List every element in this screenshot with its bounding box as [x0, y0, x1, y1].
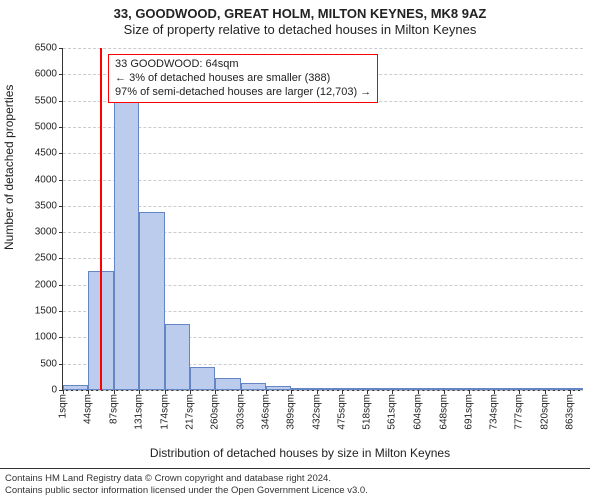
histogram-bar	[545, 388, 570, 390]
x-tick-label: 561sqm	[387, 394, 398, 430]
x-tick-label: 303sqm	[235, 394, 246, 430]
histogram-bar	[367, 388, 392, 390]
y-tick-label: 5000	[35, 121, 57, 132]
x-tick-label: 777sqm	[514, 394, 525, 430]
gridline	[63, 153, 583, 154]
histogram-bar	[469, 388, 494, 390]
histogram-bar	[342, 388, 367, 390]
y-tick-mark	[59, 337, 63, 338]
x-tick-label: 820sqm	[539, 394, 550, 430]
chart-container: 33, GOODWOOD, GREAT HOLM, MILTON KEYNES,…	[0, 0, 600, 500]
gridline	[63, 48, 583, 49]
footer-line-2: Contains public sector information licen…	[5, 485, 585, 497]
histogram-bar	[190, 367, 215, 390]
x-tick-label: 260sqm	[210, 394, 221, 430]
y-tick-mark	[59, 180, 63, 181]
y-tick-mark	[59, 74, 63, 75]
x-tick-label: 691sqm	[463, 394, 474, 430]
y-tick-label: 3000	[35, 227, 57, 238]
y-tick-label: 5500	[35, 95, 57, 106]
x-tick-label: 87sqm	[108, 394, 119, 424]
y-tick-mark	[59, 101, 63, 102]
x-axis-label: Distribution of detached houses by size …	[0, 446, 600, 460]
y-tick-label: 0	[51, 385, 57, 396]
histogram-bar	[291, 388, 316, 390]
gridline	[63, 390, 583, 391]
gridline	[63, 127, 583, 128]
y-tick-label: 1000	[35, 332, 57, 343]
histogram-bar	[63, 385, 88, 390]
x-tick-label: 346sqm	[260, 394, 271, 430]
x-tick-label: 1sqm	[58, 394, 69, 418]
histogram-bar	[139, 212, 164, 390]
x-tick-label: 432sqm	[311, 394, 322, 430]
callout-line: 33 GOODWOOD: 64sqm	[115, 58, 371, 72]
x-tick-label: 734sqm	[489, 394, 500, 430]
y-tick-mark	[59, 206, 63, 207]
y-tick-label: 1500	[35, 306, 57, 317]
y-tick-mark	[59, 311, 63, 312]
histogram-bar	[494, 388, 519, 390]
x-tick-label: 604sqm	[412, 394, 423, 430]
y-tick-mark	[59, 48, 63, 49]
x-tick-label: 44sqm	[83, 394, 94, 424]
histogram-bar	[392, 388, 417, 390]
histogram-bar	[241, 383, 266, 390]
y-axis-label: Number of detached properties	[2, 85, 16, 250]
histogram-bar	[215, 378, 240, 390]
gridline	[63, 206, 583, 207]
x-tick-label: 475sqm	[336, 394, 347, 430]
y-tick-mark	[59, 258, 63, 259]
x-tick-label: 648sqm	[438, 394, 449, 430]
x-tick-label: 174sqm	[159, 394, 170, 430]
y-tick-label: 500	[40, 358, 57, 369]
histogram-bar	[444, 388, 469, 390]
y-tick-mark	[59, 232, 63, 233]
histogram-bar	[418, 388, 444, 390]
y-tick-mark	[59, 127, 63, 128]
histogram-bar	[570, 388, 583, 390]
callout-line: ← 3% of detached houses are smaller (388…	[115, 72, 371, 86]
plot-area: 0500100015002000250030003500400045005000…	[62, 48, 583, 391]
x-tick-label: 863sqm	[565, 394, 576, 430]
footer-line-1: Contains HM Land Registry data © Crown c…	[5, 473, 585, 485]
y-tick-label: 2000	[35, 279, 57, 290]
callout-box: 33 GOODWOOD: 64sqm← 3% of detached house…	[108, 54, 378, 103]
histogram-bar	[519, 388, 544, 390]
y-tick-mark	[59, 364, 63, 365]
footer-attribution: Contains HM Land Registry data © Crown c…	[0, 468, 590, 500]
y-tick-label: 6000	[35, 69, 57, 80]
chart-title-subtitle: Size of property relative to detached ho…	[0, 22, 600, 37]
histogram-bar	[317, 388, 342, 390]
y-tick-label: 4000	[35, 174, 57, 185]
x-tick-label: 131sqm	[134, 394, 145, 430]
y-tick-label: 6500	[35, 43, 57, 54]
y-tick-mark	[59, 153, 63, 154]
x-tick-label: 389sqm	[286, 394, 297, 430]
histogram-bar	[266, 386, 291, 390]
x-tick-label: 217sqm	[185, 394, 196, 430]
callout-line: 97% of semi-detached houses are larger (…	[115, 86, 371, 100]
y-tick-label: 3500	[35, 200, 57, 211]
y-tick-mark	[59, 285, 63, 286]
histogram-bar	[165, 324, 190, 390]
x-tick-label: 518sqm	[362, 394, 373, 430]
y-tick-label: 4500	[35, 148, 57, 159]
property-marker-line	[100, 48, 102, 390]
y-tick-label: 2500	[35, 253, 57, 264]
histogram-bar	[114, 101, 140, 390]
chart-title-address: 33, GOODWOOD, GREAT HOLM, MILTON KEYNES,…	[0, 6, 600, 21]
gridline	[63, 180, 583, 181]
